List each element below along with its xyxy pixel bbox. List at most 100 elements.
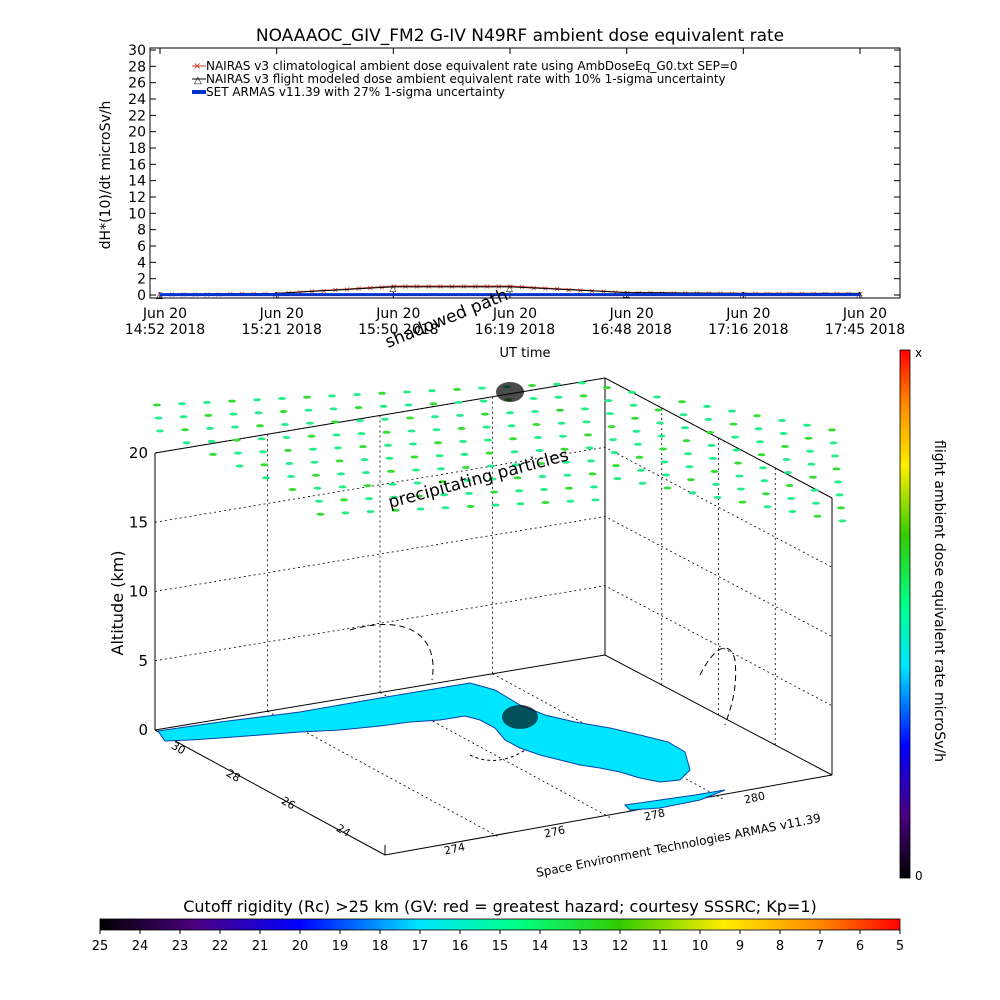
- y-tick-label: 4: [137, 255, 146, 271]
- map3d-box: [154, 377, 833, 856]
- legend-text-climatological: NAIRAS v3 climatological ambient dose eq…: [206, 59, 738, 73]
- particle-dot: [431, 415, 439, 419]
- right-colorbar: x 0 flight ambient dose equivalent rate …: [899, 346, 947, 883]
- particle-dot: [438, 480, 447, 484]
- particle-dot: [529, 397, 538, 400]
- y-tick-label: 26: [128, 76, 146, 92]
- x-tick-label-time: 15:21 2018: [241, 322, 321, 338]
- particle-dot: [432, 428, 441, 432]
- longitude-tick-label: 274: [443, 840, 466, 857]
- particle-dot: [610, 451, 619, 455]
- particle-dot: [279, 410, 288, 413]
- particle-dot: [465, 491, 473, 495]
- bottom-colorbar-ticks: 25 24 23 22 21 20 19 18 17 16 15 14 13 12 11 10 9 8 7 6 5: [92, 930, 904, 954]
- particle-dot: [412, 468, 420, 472]
- particle-dot: [562, 460, 570, 464]
- particle-dot: [509, 437, 517, 441]
- particle-dot: [256, 424, 264, 428]
- particle-dot: [310, 460, 319, 464]
- particle-dot: [337, 472, 345, 476]
- particle-dot: [654, 408, 663, 412]
- particle-dot: [553, 382, 561, 386]
- particle-dot: [703, 404, 711, 408]
- particle-dot: [379, 404, 388, 408]
- particle-dot: [757, 453, 766, 457]
- particle-dot: [531, 410, 539, 413]
- particle-dot: [631, 416, 639, 420]
- y-tick-label: 10: [128, 206, 146, 222]
- particle-dot: [734, 461, 742, 465]
- particle-dot: [579, 394, 588, 398]
- particle-dot: [278, 397, 286, 400]
- particle-dot: [207, 439, 216, 443]
- map3d-panel: shadowed path precipitating particles Al…: [108, 285, 847, 880]
- particle-dot: [453, 387, 461, 391]
- particle-dot: [312, 473, 320, 477]
- altitude-gridline: [154, 516, 833, 637]
- particle-dot: [607, 425, 616, 429]
- florida-keys: [623, 789, 726, 811]
- particle-dot: [834, 480, 842, 484]
- particle-dot: [829, 441, 838, 445]
- particle-dot: [435, 454, 444, 458]
- particle-dot: [487, 464, 495, 468]
- particle-dot: [459, 439, 467, 443]
- particle-dot: [738, 500, 747, 504]
- colorbar-tick-label: 25: [92, 939, 109, 954]
- altitude-gridline: [154, 585, 833, 707]
- particle-dot: [415, 494, 423, 498]
- particle-dot: [756, 440, 764, 444]
- particle-dot: [178, 402, 186, 406]
- particle-dot: [179, 415, 188, 419]
- particle-dot: [460, 452, 469, 456]
- colorbar-tick-label: 15: [492, 939, 509, 954]
- particle-dot: [303, 395, 311, 399]
- particle-dot: [315, 499, 323, 503]
- particle-dot: [382, 430, 391, 434]
- particle-dot: [754, 427, 763, 431]
- right-colorbar-label: flight ambient dose equivalent rate micr…: [931, 440, 947, 762]
- particle-dot: [462, 465, 470, 469]
- altitude-gridline: [154, 446, 833, 568]
- right-colorbar-bottom-label: 0: [915, 869, 923, 883]
- particle-dot: [506, 411, 514, 415]
- y-tick-label: 6: [137, 239, 146, 255]
- particle-dot: [804, 436, 813, 440]
- right-colorbar-top-label: x: [915, 346, 922, 360]
- longitude-tick-label: 276: [543, 823, 566, 840]
- particle-dot: [653, 395, 661, 399]
- particle-dot: [488, 477, 497, 481]
- x-tick-label-time: 17:16 2018: [708, 322, 788, 338]
- particle-dot: [535, 449, 544, 452]
- colorbar-tick-label: 10: [692, 939, 709, 954]
- particle-dot: [387, 469, 395, 473]
- particle-dot: [682, 439, 691, 443]
- latitude-tick-label: 26: [279, 794, 298, 812]
- latitude-tick-label: 28: [224, 767, 243, 785]
- colorbar-tick-label: 8: [776, 939, 784, 954]
- flight-track-cluster: [496, 382, 524, 402]
- particle-dot: [338, 485, 347, 489]
- particle-dot: [728, 409, 736, 413]
- particle-dot: [590, 485, 598, 489]
- longitude-ticks: 274 276 278 280: [443, 789, 766, 857]
- particle-dot: [463, 478, 472, 482]
- legend-item-armas: SET ARMAS v11.39 with 27% 1-sigma uncert…: [192, 85, 505, 99]
- y-tick-label: 28: [128, 59, 146, 75]
- particle-dot: [441, 506, 450, 510]
- data-point-triangle: △: [506, 284, 513, 294]
- particle-dot: [406, 416, 414, 420]
- particle-dot: [835, 493, 844, 497]
- particle-dot: [288, 488, 297, 491]
- particle-dot: [253, 398, 261, 402]
- particle-dot: [456, 413, 464, 417]
- colorbar-tick-label: 22: [212, 939, 229, 954]
- particle-dot: [313, 486, 322, 490]
- particle-dot: [335, 459, 344, 463]
- x-tick-label-date: Jun 20: [375, 306, 420, 322]
- particle-dot: [828, 428, 836, 432]
- particle-dot: [182, 441, 191, 445]
- particle-dot: [478, 386, 486, 390]
